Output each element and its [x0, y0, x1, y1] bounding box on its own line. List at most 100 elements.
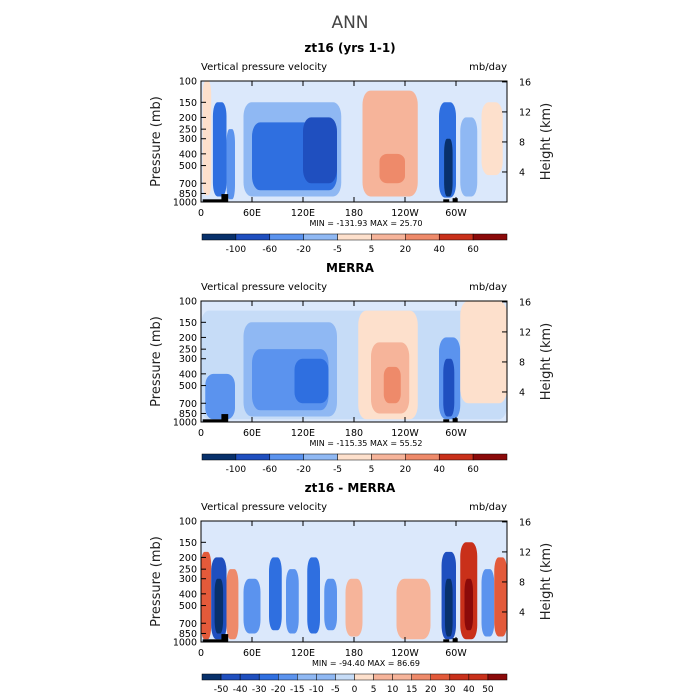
panel-subtitle-left: Vertical pressure velocity [201, 282, 327, 293]
colorbar-label: 20 [400, 465, 412, 475]
y-axis-label: Pressure (mb) [149, 536, 164, 627]
y-right-tick-label: 16 [519, 517, 531, 528]
colorbar-box [430, 673, 451, 681]
colorbar-label: -100 [226, 245, 247, 255]
min-max-label: MIN = -131.93 MAX = 25.70 [309, 219, 422, 228]
colorbar-label: -5 [333, 245, 342, 255]
colorbar-box [472, 233, 508, 241]
y-right-axis-label: Height (km) [539, 323, 554, 400]
topography-andes [443, 199, 450, 202]
x-tick-label: 120W [391, 208, 419, 219]
colorbar-box [235, 453, 271, 461]
y-tick-label: 500 [179, 161, 197, 172]
colorbar-label: -10 [309, 685, 324, 695]
contour-region [460, 117, 478, 197]
topography-andes [443, 419, 450, 422]
contour-region [443, 358, 455, 417]
x-tick-label: 180 [345, 208, 363, 219]
y-right-tick-label: 16 [519, 297, 531, 308]
colorbar-label: -5 [331, 685, 340, 695]
colorbar-label: 5 [371, 685, 377, 695]
colorbar-label: 5 [369, 245, 375, 255]
colorbar-box [487, 673, 508, 681]
colorbar-label: 40 [433, 245, 445, 255]
colorbar-box [335, 673, 355, 681]
y-tick-label: 300 [179, 354, 197, 365]
colorbar-box [449, 673, 470, 681]
colorbar-box [220, 673, 241, 681]
colorbar-box [239, 673, 260, 681]
colorbar-label: -20 [296, 465, 311, 475]
colorbar-box [411, 673, 431, 681]
contour-region [481, 569, 495, 637]
topography-brazil [452, 638, 458, 642]
colorbar-label: -5 [333, 465, 342, 475]
colorbar-box [468, 673, 489, 681]
y-right-tick-label: 12 [519, 327, 531, 338]
colorbar-box [258, 673, 279, 681]
y-tick-label: 150 [179, 318, 197, 329]
topography-africa [202, 639, 224, 642]
contour-region [294, 358, 329, 404]
panel-subtitle-left: Vertical pressure velocity [201, 502, 327, 513]
y-tick-label: 200 [179, 113, 197, 124]
x-tick-label: 120W [391, 648, 419, 659]
y-axis-label: Pressure (mb) [149, 96, 164, 187]
panel-title: zt16 (yrs 1-1) [304, 41, 395, 55]
colorbar-label: -20 [296, 245, 311, 255]
y-tick-label: 850 [179, 629, 197, 640]
panel-subtitle-left: Vertical pressure velocity [201, 62, 327, 73]
contour-region [464, 578, 473, 631]
topography-brazil [452, 418, 458, 422]
contour-region [379, 153, 405, 184]
contour-region [494, 557, 507, 637]
colorbar-label: 30 [444, 685, 456, 695]
x-tick-label: 180 [345, 648, 363, 659]
contour-region [243, 578, 261, 634]
y-tick-label: 500 [179, 601, 197, 612]
colorbar-label: -50 [214, 685, 229, 695]
x-tick-label: 60W [445, 208, 467, 219]
y-tick-label: 1000 [173, 418, 197, 429]
panel-subtitle-right: mb/day [469, 62, 507, 73]
contour-field [201, 301, 507, 420]
colorbar-box [269, 453, 304, 461]
y-tick-label: 150 [179, 98, 197, 109]
y-tick-label: 1000 [173, 198, 197, 209]
y-tick-label: 250 [179, 345, 197, 356]
y-tick-label: 1000 [173, 638, 197, 649]
x-tick-label: 0 [198, 648, 204, 659]
contour-field [201, 542, 507, 640]
x-tick-label: 60E [243, 648, 261, 659]
colorbar-label: -60 [262, 465, 277, 475]
figure-title: ANN [331, 13, 368, 33]
x-tick-label: 0 [198, 428, 204, 439]
colorbar-label: 60 [467, 465, 479, 475]
panel-subtitle-right: mb/day [469, 282, 507, 293]
y-tick-label: 700 [179, 399, 197, 410]
y-tick-label: 500 [179, 381, 197, 392]
colorbar-box [235, 233, 271, 241]
contour-region [202, 81, 212, 196]
topography-brazil [452, 198, 458, 202]
x-tick-label: 120E [291, 208, 315, 219]
colorbar-box [303, 233, 338, 241]
topography-highland [221, 634, 229, 642]
colorbar-label: 0 [352, 685, 358, 695]
x-tick-label: 180 [345, 428, 363, 439]
y-tick-label: 300 [179, 574, 197, 585]
topography-highland [221, 194, 229, 202]
contour-region [226, 569, 239, 640]
panel-title: zt16 - MERRA [305, 481, 396, 495]
min-max-label: MIN = -94.40 MAX = 86.69 [312, 659, 420, 668]
colorbar-label: -20 [271, 685, 286, 695]
colorbar-box [438, 453, 474, 461]
contour-region [324, 578, 337, 631]
colorbar-label: 40 [433, 465, 445, 475]
colorbar-label: 20 [425, 685, 437, 695]
colorbar-label: 60 [467, 245, 479, 255]
topography-africa [202, 419, 224, 422]
y-right-tick-label: 12 [519, 107, 531, 118]
colorbar-label: -30 [252, 685, 267, 695]
